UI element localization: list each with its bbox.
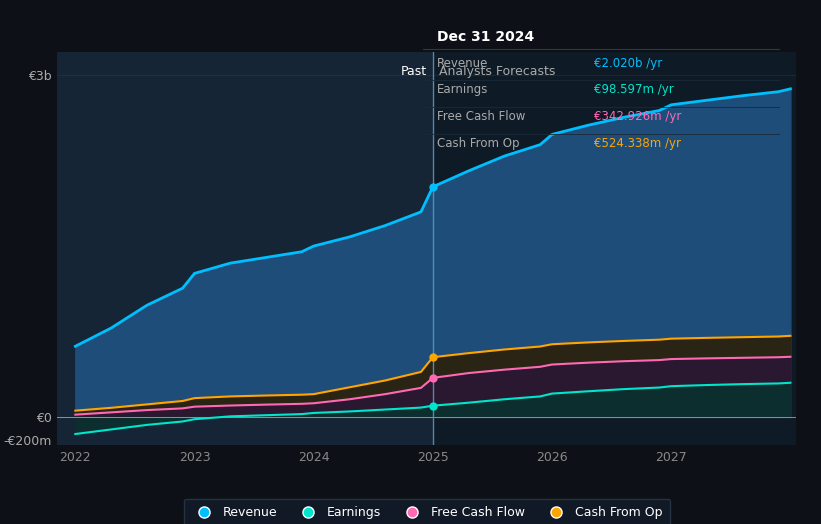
Bar bbox=[57, 52, 433, 445]
Text: Analysts Forecasts: Analysts Forecasts bbox=[439, 65, 555, 78]
Text: Cash From Op: Cash From Op bbox=[437, 137, 520, 150]
Text: Past: Past bbox=[401, 65, 427, 78]
Text: €342.926m /yr: €342.926m /yr bbox=[594, 111, 681, 123]
Legend: Revenue, Earnings, Free Cash Flow, Cash From Op: Revenue, Earnings, Free Cash Flow, Cash … bbox=[184, 499, 670, 524]
Text: €98.597m /yr: €98.597m /yr bbox=[594, 83, 674, 96]
Text: €2.020b /yr: €2.020b /yr bbox=[594, 57, 663, 70]
Text: Revenue: Revenue bbox=[437, 57, 488, 70]
Text: Dec 31 2024: Dec 31 2024 bbox=[437, 30, 534, 43]
Text: €524.338m /yr: €524.338m /yr bbox=[594, 137, 681, 150]
Text: Free Cash Flow: Free Cash Flow bbox=[437, 111, 525, 123]
Text: Earnings: Earnings bbox=[437, 83, 488, 96]
Bar bbox=[433, 52, 796, 445]
